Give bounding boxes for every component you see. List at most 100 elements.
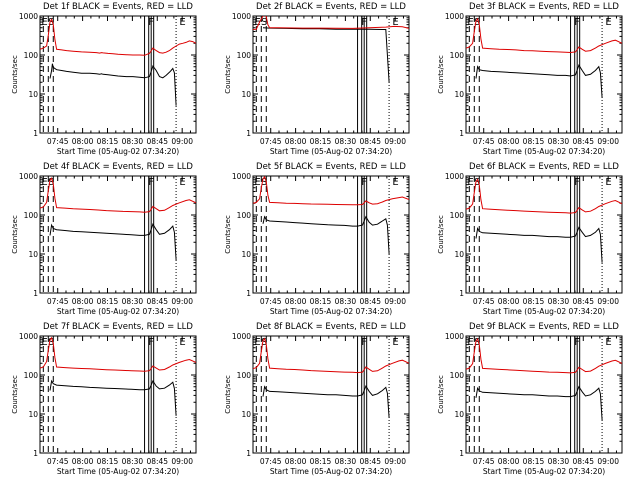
y-tick-label: 100 [24,51,39,60]
marker-letter: E [41,177,47,188]
x-tick-label: 07:45 [260,137,282,146]
marker-letter: E [254,337,260,348]
marker-letter: S [48,337,54,348]
y-tick-label: 1000 [445,332,464,341]
y-tick-label: 10 [28,410,38,419]
y-tick-label: 10 [454,410,464,419]
marker-letter: F [148,337,154,348]
marker-letter: E [179,17,185,28]
y-tick-label: 100 [237,371,252,380]
x-tick-label: 08:45 [146,297,168,306]
series-lld-line [466,17,622,54]
plot-frame [465,175,623,294]
x-tick-label: 08:00 [498,297,520,306]
x-tick-label: 08:15 [310,297,332,306]
y-axis-label: Counts/sec [437,215,445,254]
y-tick-label: 1 [459,129,464,138]
x-tick-label: 08:15 [523,457,545,466]
x-tick-label: 07:45 [260,457,282,466]
marker-letter: S [261,17,267,28]
series-lld-line [40,177,196,213]
chart-panel-7: Det 7f BLACK = Events, RED = LLD 1 10 100 10… [11,322,197,476]
x-tick-label: 07:45 [473,457,495,466]
marker-letter: F [361,177,367,188]
y-tick-label: 1000 [445,12,464,21]
chart-title: Det 2f BLACK = Events, RED = LLD [256,2,406,12]
x-tick-label: 08:45 [572,137,594,146]
y-tick-label: 1000 [445,172,464,181]
x-axis-label: Start Time (05-Aug-02 07:34:20) [270,147,392,156]
x-tick-label: 08:30 [548,457,570,466]
y-tick-label: 1 [246,129,251,138]
x-tick-label: 09:00 [171,137,193,146]
chart-title: Det 4f BLACK = Events, RED = LLD [43,162,193,172]
y-tick-label: 100 [24,371,39,380]
x-tick-label: 09:00 [171,297,193,306]
y-tick-label: 1000 [232,172,251,181]
plot-frame [252,175,410,294]
y-axis-label: Counts/sec [11,375,19,414]
chart-panel-5: Det 5f BLACK = Events, RED = LLD 1 10 100 10… [224,162,410,316]
x-tick-label: 09:00 [384,297,406,306]
marker-letter: S [261,337,267,348]
x-tick-label: 08:00 [498,137,520,146]
chart-title: Det 7f BLACK = Events, RED = LLD [43,322,193,332]
x-tick-label: 08:30 [335,297,357,306]
marker-letter: E [605,337,611,348]
y-tick-label: 10 [28,90,38,99]
x-tick-label: 08:45 [359,137,381,146]
series-lld-line [40,18,196,56]
x-tick-label: 08:15 [523,137,545,146]
series-events-line [262,215,390,255]
y-tick-label: 10 [241,410,251,419]
x-tick-label: 08:15 [310,137,332,146]
plot-frame [252,15,410,134]
series-events-line [49,223,177,261]
marker-letter: E [392,17,398,28]
chart-title: Det 9f BLACK = Events, RED = LLD [469,322,619,332]
series-lld-line [253,176,409,206]
x-tick-label: 07:45 [47,297,69,306]
y-tick-label: 10 [241,90,251,99]
marker-letter: F [148,17,154,28]
y-tick-label: 10 [241,250,251,259]
y-tick-label: 1 [246,289,251,298]
marker-letter: E [179,337,185,348]
x-tick-label: 08:00 [498,457,520,466]
marker-letter: E [605,177,611,188]
marker-letter: S [48,17,54,28]
x-tick-label: 07:45 [260,297,282,306]
y-tick-label: 1 [33,129,38,138]
x-tick-label: 08:00 [72,457,94,466]
series-events-line [262,27,390,83]
series-lld-line [253,337,409,374]
x-tick-label: 08:30 [335,137,357,146]
series-lld-line [253,16,409,30]
y-tick-label: 1000 [232,332,251,341]
x-tick-label: 08:00 [72,137,94,146]
y-tick-label: 100 [450,51,465,60]
x-axis-label: Start Time (05-Aug-02 07:34:20) [57,147,179,156]
marker-letter: E [467,177,473,188]
x-axis-label: Start Time (05-Aug-02 07:34:20) [57,467,179,476]
marker-letter: F [574,337,580,348]
plot-frame [252,335,410,454]
marker-letter: S [261,177,267,188]
y-tick-label: 100 [450,371,465,380]
marker-letter: S [474,177,480,188]
x-tick-label: 09:00 [597,137,619,146]
chart-panel-9: Det 9f BLACK = Events, RED = LLD 1 10 100 10… [437,322,623,476]
x-tick-label: 08:30 [548,297,570,306]
plot-frame [39,15,197,134]
x-tick-label: 09:00 [597,457,619,466]
marker-letter: F [361,337,367,348]
y-tick-label: 100 [450,211,465,220]
marker-letter: F [148,177,154,188]
marker-letter: E [605,17,611,28]
x-tick-label: 07:45 [473,297,495,306]
x-tick-label: 08:30 [122,137,144,146]
x-tick-label: 09:00 [384,137,406,146]
x-tick-label: 08:15 [523,297,545,306]
y-tick-label: 1000 [232,12,251,21]
y-tick-label: 1000 [19,172,38,181]
